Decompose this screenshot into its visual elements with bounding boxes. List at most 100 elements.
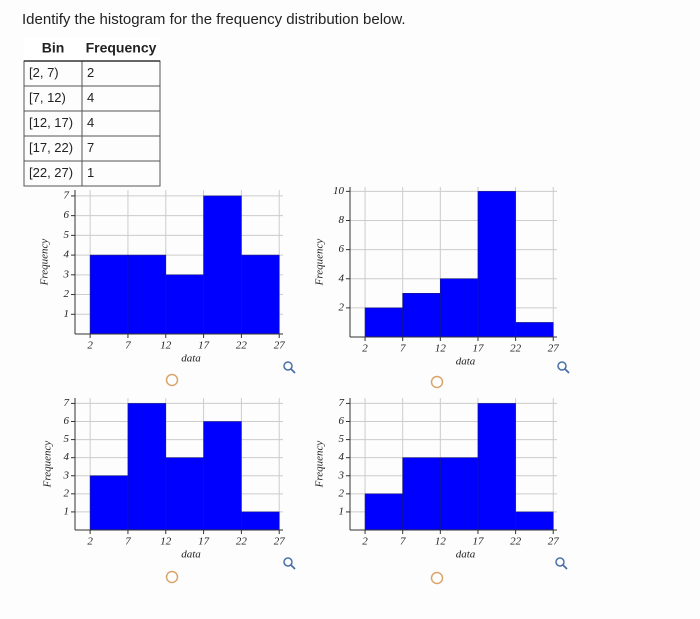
- y-tick-label: 10: [333, 185, 345, 197]
- bar: [477, 191, 516, 338]
- y-tick-label: 5: [64, 433, 70, 445]
- table-header: Frequency: [86, 40, 157, 56]
- bar: [165, 274, 204, 335]
- bar: [364, 493, 403, 531]
- radio-button[interactable]: [165, 373, 179, 387]
- x-tick-label: 22: [236, 340, 248, 352]
- x-tick-label: 12: [160, 536, 172, 548]
- table-cell-text: 7: [87, 140, 94, 155]
- x-tick-label: 7: [125, 340, 131, 352]
- x-axis-label: data: [456, 356, 476, 368]
- x-tick-label: 7: [400, 343, 406, 355]
- y-tick-label: 5: [64, 229, 70, 241]
- bar: [203, 195, 242, 335]
- bar: [515, 322, 554, 338]
- x-tick-label: 17: [472, 536, 484, 548]
- bar: [241, 511, 280, 531]
- x-tick-label: 17: [198, 340, 210, 352]
- x-axis-label: data: [181, 549, 201, 561]
- bar: [89, 475, 129, 531]
- y-tick-label: 3: [63, 268, 70, 280]
- table-cell-text: [7, 12): [29, 90, 66, 105]
- x-tick-label: 17: [472, 343, 484, 355]
- y-tick-label: 3: [338, 469, 345, 481]
- x-tick-label: 12: [160, 340, 172, 352]
- y-tick-label: 7: [64, 189, 70, 201]
- y-tick-label: 1: [64, 308, 70, 320]
- table-header: Bin: [42, 40, 65, 56]
- y-tick-label: 2: [64, 288, 70, 300]
- bar: [477, 403, 516, 531]
- y-tick-label: 7: [339, 397, 345, 409]
- y-tick-label: 4: [64, 451, 70, 463]
- x-tick-label: 22: [236, 536, 248, 548]
- y-tick-label: 4: [64, 249, 70, 261]
- x-tick-label: 27: [274, 536, 286, 548]
- x-tick-label: 12: [435, 536, 447, 548]
- radio-button[interactable]: [430, 571, 444, 585]
- y-axis-label: Frequency: [39, 239, 51, 287]
- table-cell-text: [12, 17): [29, 115, 73, 130]
- bar: [127, 403, 167, 531]
- bar: [402, 293, 441, 338]
- y-axis-label: Frequency: [314, 239, 326, 287]
- x-axis-label: data: [181, 353, 201, 365]
- zoom-handle: [290, 564, 296, 570]
- zoom-icon[interactable]: [283, 557, 293, 567]
- zoom-icon[interactable]: [283, 361, 293, 371]
- y-axis-label: Frequency: [314, 441, 326, 489]
- x-tick-label: 12: [435, 343, 447, 355]
- bar: [127, 254, 167, 335]
- bar: [89, 254, 129, 335]
- zoom-handle: [564, 368, 570, 374]
- question: Identify the histogram for the frequency…: [22, 11, 406, 28]
- table-cell-text: 1: [87, 165, 94, 180]
- y-tick-label: 3: [63, 469, 70, 481]
- radio-button[interactable]: [430, 375, 444, 389]
- y-tick-label: 2: [64, 487, 70, 499]
- x-tick-label: 17: [198, 536, 210, 548]
- table-cell-text: [17, 22): [29, 140, 73, 155]
- radio-button[interactable]: [165, 570, 179, 584]
- y-axis-label: Frequency: [42, 441, 54, 489]
- y-tick-label: 2: [339, 301, 345, 313]
- y-tick-label: 7: [64, 397, 70, 409]
- y-tick-label: 1: [339, 505, 345, 517]
- bar: [364, 307, 403, 338]
- table-cell: [81, 160, 161, 187]
- bar: [440, 457, 479, 531]
- y-tick-label: 6: [339, 243, 345, 255]
- x-tick-label: 7: [125, 536, 131, 548]
- x-tick-label: 27: [274, 340, 286, 352]
- x-tick-label: 27: [548, 343, 560, 355]
- bar: [515, 511, 554, 531]
- y-tick-label: 6: [64, 209, 70, 221]
- y-tick-label: 2: [339, 487, 345, 499]
- x-tick-label: 7: [400, 536, 406, 548]
- bar: [402, 457, 441, 531]
- table-cell-text: [2, 7): [29, 65, 59, 80]
- y-tick-label: 5: [339, 433, 345, 445]
- y-tick-label: 6: [339, 415, 345, 427]
- table-header-bg: [24, 37, 160, 61]
- zoom-handle: [562, 564, 568, 570]
- bar: [165, 457, 204, 531]
- zoom-handle: [290, 368, 296, 374]
- zoom-icon[interactable]: [557, 361, 567, 371]
- y-tick-label: 8: [339, 214, 345, 226]
- bar: [241, 254, 280, 335]
- x-tick-label: 2: [362, 536, 368, 548]
- zoom-icon[interactable]: [555, 557, 565, 567]
- bar: [203, 421, 242, 531]
- x-tick-label: 27: [548, 536, 560, 548]
- x-tick-label: 2: [87, 340, 93, 352]
- x-tick-label: 2: [87, 536, 93, 548]
- table-cell-text: 4: [87, 115, 94, 130]
- y-tick-label: 6: [64, 415, 70, 427]
- y-tick-label: 4: [339, 272, 345, 284]
- y-tick-label: 1: [64, 505, 70, 517]
- table-cell-text: 4: [87, 90, 94, 105]
- x-tick-label: 2: [362, 343, 368, 355]
- x-axis-label: data: [456, 549, 476, 561]
